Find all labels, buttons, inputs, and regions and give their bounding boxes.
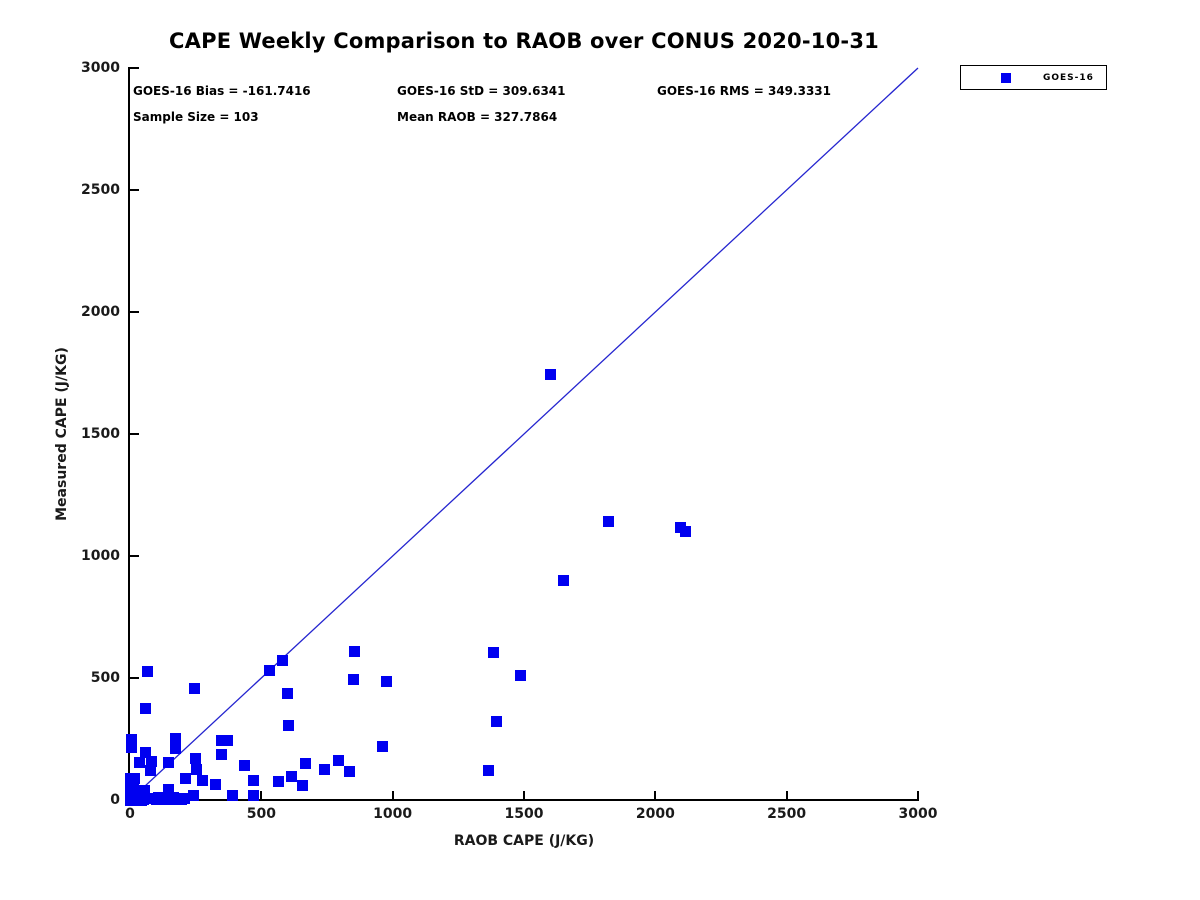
data-point <box>179 772 191 784</box>
data-point <box>296 779 308 791</box>
stat-sample-size: Sample Size = 103 <box>133 110 259 124</box>
y-tick-label: 2500 <box>81 182 120 198</box>
data-point <box>187 789 199 801</box>
data-point <box>178 793 190 805</box>
data-point <box>209 778 221 790</box>
data-point <box>286 771 298 783</box>
x-tick-mark <box>260 791 263 800</box>
x-tick-label: 2000 <box>635 806 675 822</box>
x-tick-label: 1500 <box>504 806 544 822</box>
data-point <box>349 645 361 657</box>
y-tick-label: 500 <box>90 670 120 686</box>
data-point <box>162 783 174 795</box>
data-point <box>128 773 140 785</box>
y-tick-mark <box>130 677 139 679</box>
y-tick-label: 1500 <box>81 426 120 442</box>
x-tick-label: 3000 <box>898 806 938 822</box>
data-point <box>376 740 388 752</box>
y-tick-mark <box>130 555 139 557</box>
data-point <box>188 683 200 695</box>
data-point <box>283 720 295 732</box>
x-tick-mark <box>523 791 525 800</box>
data-point <box>247 789 259 801</box>
data-point <box>490 716 502 728</box>
data-point <box>238 760 250 772</box>
data-point <box>272 776 284 788</box>
y-tick-mark <box>130 67 139 69</box>
data-point <box>133 756 145 768</box>
x-tick-mark <box>785 791 788 800</box>
data-point <box>140 746 152 758</box>
x-tick-label: 1000 <box>373 806 413 822</box>
data-point <box>190 764 202 775</box>
x-tick-label: 0 <box>125 806 135 822</box>
data-point <box>162 756 174 768</box>
data-point <box>190 753 202 765</box>
data-point <box>127 779 139 791</box>
data-point <box>276 655 288 667</box>
legend: GOES-16 <box>960 65 1107 90</box>
stat-std: GOES-16 StD = 309.6341 <box>397 84 566 98</box>
data-point <box>602 516 614 528</box>
x-axis-title: RAOB CAPE (J/KG) <box>453 833 595 849</box>
data-point <box>544 368 556 380</box>
data-point <box>138 793 150 805</box>
data-point <box>216 749 228 761</box>
stat-bias: GOES-16 Bias = -161.7416 <box>133 84 311 98</box>
data-point <box>140 703 152 714</box>
x-tick-label: 500 <box>246 806 276 822</box>
y-tick-mark <box>130 433 139 435</box>
y-tick-label: 3000 <box>81 60 120 76</box>
data-point <box>144 764 156 776</box>
data-point <box>226 789 238 801</box>
y-axis-line <box>128 67 130 801</box>
data-point <box>146 755 158 767</box>
data-point <box>170 732 182 744</box>
data-point <box>514 670 526 682</box>
y-tick-label: 1000 <box>81 548 120 564</box>
stat-rms: GOES-16 RMS = 349.3331 <box>657 84 831 98</box>
data-point <box>333 755 345 767</box>
data-point <box>557 574 569 586</box>
x-tick-mark <box>917 791 919 800</box>
data-point <box>138 784 150 796</box>
data-point <box>488 646 500 658</box>
stat-mean-raob: Mean RAOB = 327.7864 <box>397 110 558 124</box>
data-point <box>347 673 359 685</box>
chart-title: CAPE Weekly Comparison to RAOB over CONU… <box>169 29 879 53</box>
data-point <box>680 526 692 538</box>
data-point <box>263 665 275 677</box>
y-tick-label: 0 <box>110 792 120 808</box>
data-point <box>483 765 495 777</box>
y-axis-title: Measured CAPE (J/KG) <box>54 347 70 521</box>
data-point <box>221 734 233 746</box>
data-point <box>125 733 137 745</box>
data-point <box>343 766 355 778</box>
x-axis-line <box>128 799 919 801</box>
data-point <box>247 774 259 786</box>
data-point <box>318 764 330 775</box>
legend-marker-square-icon <box>1001 72 1011 83</box>
data-point <box>282 688 294 700</box>
y-tick-mark <box>130 189 139 191</box>
data-point <box>196 774 208 786</box>
y-tick-mark <box>130 311 139 313</box>
x-tick-mark <box>654 791 657 800</box>
data-point <box>141 666 153 678</box>
x-tick-mark <box>391 791 394 800</box>
data-point <box>125 742 137 754</box>
data-point <box>170 742 182 754</box>
legend-label: GOES-16 <box>1043 72 1094 83</box>
y-tick-label: 2000 <box>81 304 120 320</box>
data-point <box>380 676 392 688</box>
data-point <box>300 757 312 769</box>
x-tick-label: 2500 <box>767 806 807 822</box>
